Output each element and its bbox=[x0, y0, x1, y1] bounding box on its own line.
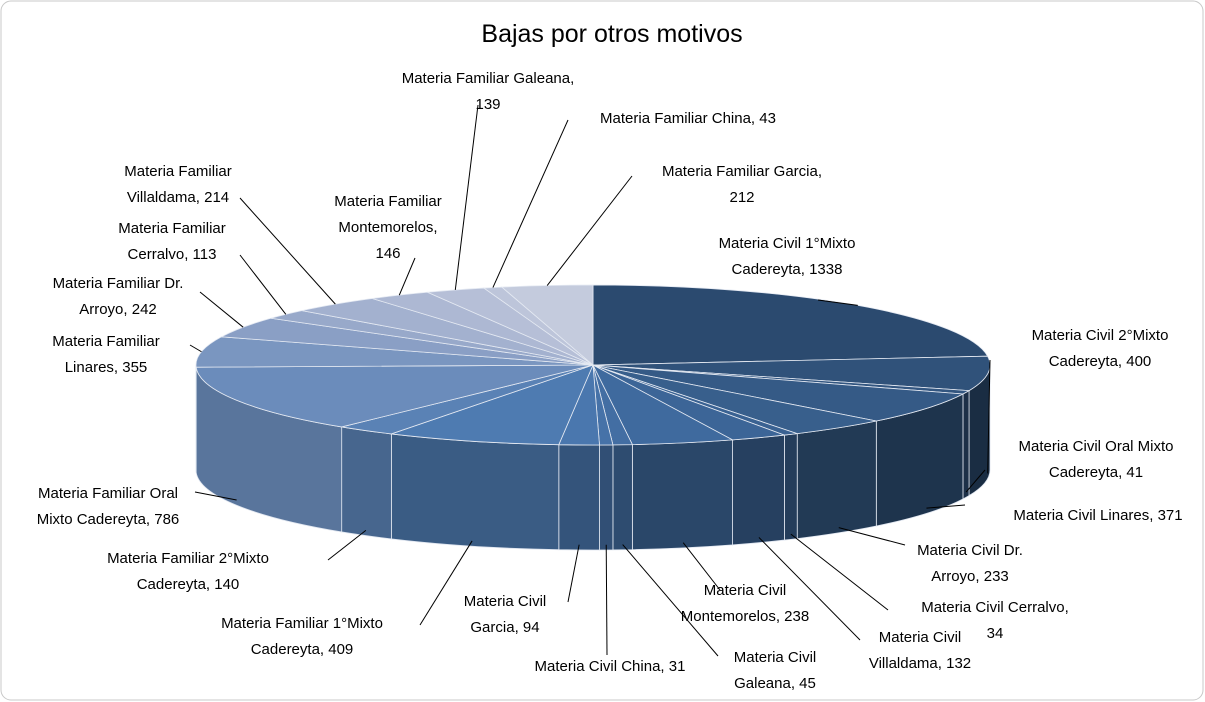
data-label: Materia Civil Galeana, 45 bbox=[734, 649, 817, 692]
data-label: Materia Civil Cerralvo, 34 bbox=[921, 599, 1069, 642]
leader-line bbox=[239, 197, 336, 305]
pie-slice-side bbox=[558, 444, 600, 551]
pie-slice-side bbox=[962, 389, 970, 500]
leader-line bbox=[239, 254, 287, 315]
data-label: Materia Familiar Linares, 355 bbox=[52, 333, 160, 376]
pie-slice-side bbox=[390, 433, 560, 551]
pie-slice-side bbox=[784, 433, 798, 541]
data-label: Materia Civil Oral Mixto Cadereyta, 41 bbox=[1018, 438, 1173, 481]
leader-line bbox=[758, 537, 861, 641]
leader-line bbox=[398, 257, 416, 296]
data-label: Materia Civil Linares, 371 bbox=[1013, 507, 1182, 524]
leader-line bbox=[838, 527, 906, 546]
pie-slice-side bbox=[612, 444, 633, 551]
data-label: Materia Familiar Oral Mixto Cadereyta, 78… bbox=[37, 485, 180, 528]
leader-line bbox=[965, 469, 986, 493]
data-label: Materia Familiar 1°Mixto Cadereyta, 409 bbox=[221, 615, 383, 658]
data-label: Materia Familiar Villaldama, 214 bbox=[124, 163, 232, 206]
pie-slice-side bbox=[732, 434, 785, 546]
leader-line bbox=[926, 504, 966, 509]
leader-line bbox=[987, 359, 991, 474]
pie-slice bbox=[500, 284, 594, 366]
data-label: Materia Civil China, 31 bbox=[535, 658, 686, 675]
data-label: Materia Familiar Galeana, 139 bbox=[402, 70, 575, 113]
data-label: Materia Civil Garcia, 94 bbox=[464, 593, 547, 636]
leader-line bbox=[622, 544, 719, 657]
data-label: Materia Familiar China, 43 bbox=[600, 110, 776, 127]
leader-line bbox=[454, 104, 479, 291]
pie-slice bbox=[391, 364, 594, 446]
data-label: Materia Civil Montemorelos, 238 bbox=[681, 582, 809, 625]
leader-line bbox=[194, 491, 237, 501]
leader-line bbox=[567, 544, 580, 603]
data-label: Materia Familiar Dr. Arroyo, 242 bbox=[53, 275, 184, 318]
data-label: Materia Familiar Montemorelos, 146 bbox=[334, 193, 442, 262]
pie-slice bbox=[592, 355, 991, 392]
pie-slice-side bbox=[341, 426, 392, 540]
data-label: Materia Familiar Cerralvo, 113 bbox=[118, 220, 226, 263]
data-label: Materia Civil 1°Mixto Cadereyta, 1338 bbox=[719, 235, 856, 278]
data-label: Materia Civil Dr. Arroyo, 233 bbox=[917, 542, 1023, 585]
data-label: Materia Familiar Garcia, 212 bbox=[662, 163, 822, 206]
chart-title: Bajas por otros motivos bbox=[481, 20, 742, 48]
pie-sides bbox=[195, 364, 991, 551]
data-label: Materia Civil Villaldama, 132 bbox=[869, 629, 971, 672]
leader-line bbox=[199, 291, 244, 328]
leader-line bbox=[492, 119, 569, 288]
data-label: Materia Familiar 2°Mixto Cadereyta, 140 bbox=[107, 550, 269, 593]
leader-line bbox=[546, 175, 633, 286]
leader-line bbox=[790, 533, 889, 611]
pie-tops bbox=[195, 284, 991, 446]
leader-line bbox=[605, 544, 608, 656]
leader-line bbox=[327, 529, 367, 561]
pie-slice bbox=[592, 364, 965, 422]
leader-line bbox=[189, 344, 202, 353]
pie-slice-side bbox=[796, 420, 877, 540]
data-label: Materia Civil 2°Mixto Cadereyta, 400 bbox=[1032, 327, 1169, 370]
pie-slice-side bbox=[599, 444, 614, 551]
leader-line bbox=[419, 540, 473, 626]
leader-line bbox=[682, 542, 721, 591]
leader-line bbox=[817, 299, 858, 306]
pie-slice bbox=[195, 364, 594, 428]
pie-slice-side bbox=[631, 439, 733, 551]
